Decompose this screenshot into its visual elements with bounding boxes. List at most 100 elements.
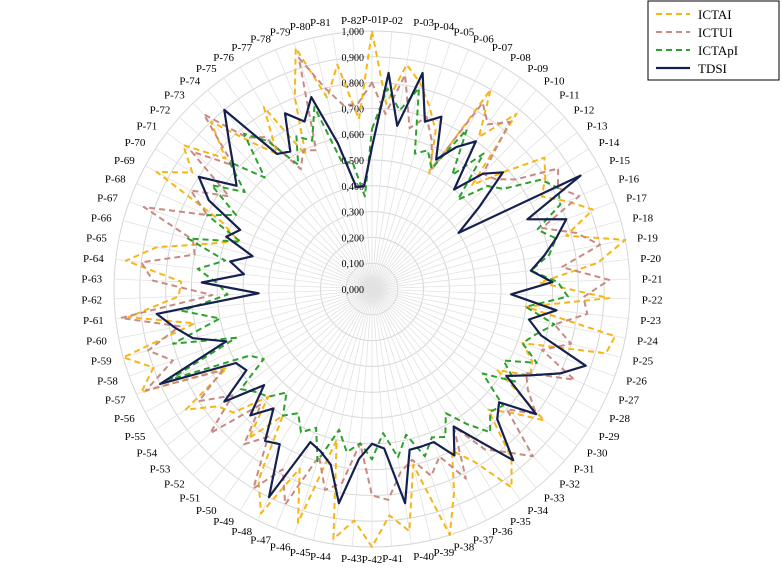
- radial-tick-labels: 0,000 0,100 0,200 0,300 0,400 0,500 0,600 0,700…: [342, 27, 365, 296]
- grid-spoke: [371, 117, 565, 290]
- category-label: P-78: [250, 34, 271, 46]
- tick-label: 0,500: [342, 156, 365, 167]
- grid-spoke: [223, 288, 373, 501]
- category-label: P-26: [626, 375, 647, 387]
- category-label: P-01: [362, 14, 383, 26]
- series-ictapi-line: [168, 87, 569, 463]
- grid-spoke: [123, 220, 373, 290]
- series-tdsi-line: [155, 71, 587, 505]
- category-label: P-04: [434, 21, 455, 33]
- tick-label: 1,000: [342, 27, 365, 38]
- category-label: P-73: [164, 89, 185, 101]
- category-label: P-65: [86, 233, 107, 245]
- grid-spoke: [114, 288, 373, 300]
- category-label: P-77: [231, 42, 252, 54]
- category-label: P-09: [527, 63, 548, 75]
- category-label: P-44: [310, 551, 331, 563]
- category-label: P-12: [574, 104, 595, 116]
- grid-spoke: [123, 288, 373, 358]
- legend-label-ictai: ICTAI: [698, 7, 732, 22]
- category-label: P-13: [587, 120, 608, 132]
- category-label: P-24: [637, 335, 658, 347]
- category-label: P-75: [196, 63, 217, 75]
- category-label: P-03: [413, 17, 434, 29]
- category-label: P-61: [83, 315, 104, 327]
- category-label: P-69: [114, 155, 135, 167]
- category-label: P-79: [270, 27, 291, 39]
- category-label: P-39: [434, 547, 455, 559]
- category-label: P-32: [559, 479, 580, 491]
- grid-spoke: [371, 288, 487, 521]
- grid-spoke: [118, 288, 373, 339]
- category-label: P-67: [97, 193, 118, 205]
- category-label: P-15: [609, 155, 630, 167]
- category-label: P-05: [453, 27, 474, 39]
- legend-label-tdsi: TDSI: [698, 61, 727, 76]
- grid-spoke: [371, 102, 552, 290]
- grid-spoke: [312, 37, 373, 290]
- category-label: P-56: [114, 413, 135, 425]
- legend-label-ictui: ICTUI: [698, 25, 733, 40]
- category-label: P-62: [81, 294, 102, 306]
- grid-spoke: [371, 288, 630, 300]
- grid-spoke: [351, 31, 373, 290]
- series-ictui-line: [119, 56, 611, 506]
- category-label: P-34: [527, 505, 548, 517]
- category-label: P-70: [125, 137, 146, 149]
- tick-label: 0,800: [342, 79, 365, 90]
- category-label: P-25: [632, 356, 653, 368]
- grid-spoke: [371, 239, 626, 290]
- category-label: P-21: [642, 274, 663, 286]
- category-label: P-43: [341, 553, 362, 565]
- category-label: P-53: [150, 464, 171, 476]
- grid-spoke: [371, 49, 469, 290]
- grid-spoke: [312, 288, 373, 541]
- tick-label: 0,300: [342, 208, 365, 219]
- category-label: P-46: [270, 541, 291, 553]
- category-label: P-64: [83, 253, 104, 265]
- grid-spoke: [371, 288, 615, 377]
- category-label: P-11: [559, 89, 579, 101]
- category-label: P-74: [179, 76, 200, 88]
- series-ictai-line: [122, 30, 627, 548]
- grid-spoke: [371, 288, 505, 511]
- grid-spoke: [371, 288, 521, 501]
- grid-spoke: [351, 288, 373, 547]
- grid-spoke: [371, 288, 469, 529]
- grid-spoke: [371, 288, 412, 545]
- category-label: P-06: [473, 34, 494, 46]
- grid-spoke: [166, 288, 373, 446]
- grid-spoke: [239, 288, 373, 511]
- category-label: P-45: [290, 547, 311, 559]
- category-label: P-71: [136, 120, 157, 132]
- grid-spoke: [257, 288, 373, 521]
- category-label: P-51: [179, 492, 200, 504]
- grid-spoke: [371, 288, 608, 395]
- grid-spoke: [371, 288, 451, 536]
- category-label: P-48: [231, 526, 252, 538]
- category-label: P-49: [213, 516, 234, 528]
- grid-spoke: [129, 201, 373, 290]
- grid-spoke: [223, 77, 373, 290]
- grid-spoke: [371, 67, 505, 290]
- category-label: P-16: [618, 174, 639, 186]
- tick-label: 0,400: [342, 182, 365, 193]
- category-label: P-50: [196, 505, 217, 517]
- grid-spoke: [207, 288, 373, 489]
- tick-label: 0,000: [342, 285, 365, 296]
- category-label: P-68: [105, 174, 126, 186]
- legend: ICTAI ICTUI ICTApI TDSI: [647, 0, 780, 81]
- grid-spoke: [293, 42, 373, 290]
- grid-spoke: [371, 201, 615, 290]
- grid-spoke: [371, 37, 432, 290]
- category-label: P-31: [574, 464, 595, 476]
- tick-label: 0,600: [342, 130, 365, 141]
- grid-spoke: [371, 288, 432, 541]
- category-label: P-10: [544, 76, 565, 88]
- grid-spoke: [371, 220, 621, 290]
- grid-spoke: [207, 89, 373, 290]
- category-label: P-63: [81, 274, 102, 286]
- tick-label: 0,100: [342, 259, 365, 270]
- category-label: P-66: [91, 212, 112, 224]
- grid-spoke: [371, 288, 565, 461]
